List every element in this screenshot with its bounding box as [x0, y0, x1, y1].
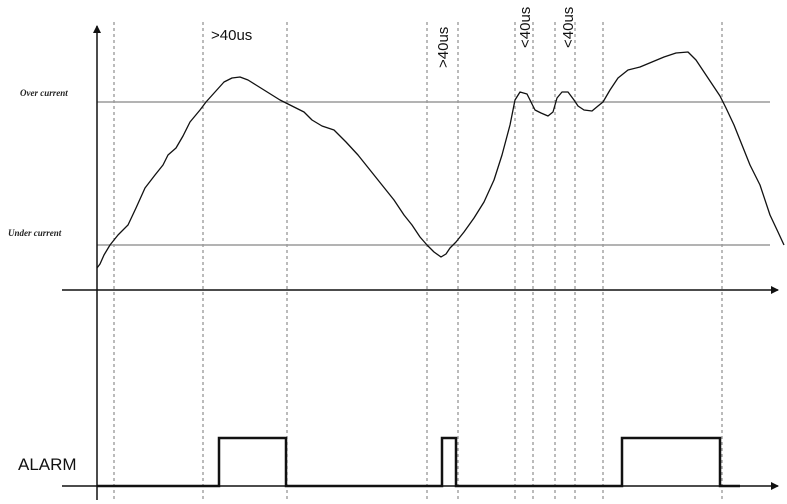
timing-label-3: <40us [517, 7, 534, 48]
under-current-label: Under current [8, 228, 62, 238]
over-current-label: Over current [20, 88, 68, 98]
alarm-label: ALARM [18, 455, 77, 474]
timing-label-4: <40us [560, 7, 577, 48]
timing-label-1: >40us [211, 27, 252, 44]
timing-label-2: >40us [435, 27, 452, 68]
alarm-waveform [97, 436, 740, 488]
dashed-guides [113, 22, 723, 500]
current-waveform [96, 51, 785, 269]
